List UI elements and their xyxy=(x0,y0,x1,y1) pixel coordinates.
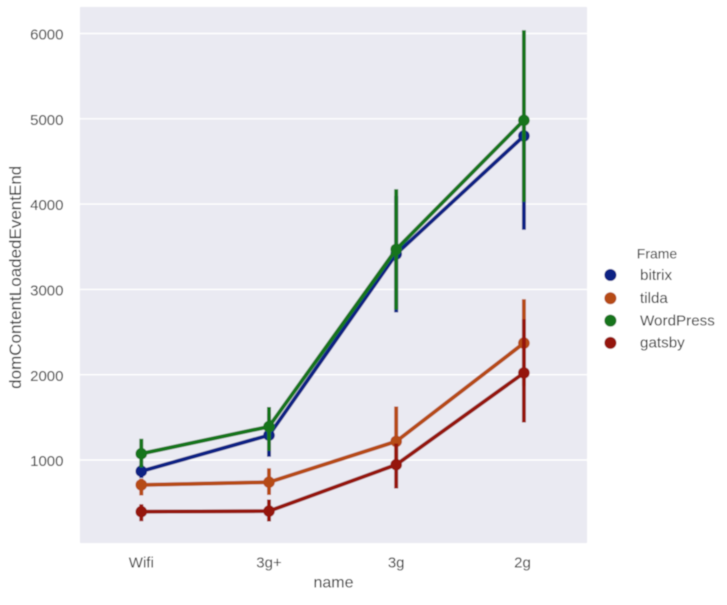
svg-text:1000: 1000 xyxy=(30,453,63,470)
svg-text:name: name xyxy=(313,575,353,592)
svg-text:2000: 2000 xyxy=(30,368,63,385)
svg-text:4000: 4000 xyxy=(30,197,63,214)
svg-text:5000: 5000 xyxy=(30,112,63,129)
svg-text:Wifi: Wifi xyxy=(129,555,154,572)
svg-text:tilda: tilda xyxy=(640,290,668,307)
svg-text:Frame: Frame xyxy=(637,246,678,262)
svg-text:3g+: 3g+ xyxy=(256,555,282,572)
svg-text:WordPress: WordPress xyxy=(640,312,715,329)
svg-text:bitrix: bitrix xyxy=(640,267,672,284)
svg-text:domContentLoadedEventEnd: domContentLoadedEventEnd xyxy=(6,166,25,389)
svg-text:2g: 2g xyxy=(514,555,531,572)
svg-text:gatsby: gatsby xyxy=(640,335,685,352)
svg-text:3g: 3g xyxy=(388,555,405,572)
svg-text:3000: 3000 xyxy=(30,283,63,300)
svg-text:6000: 6000 xyxy=(30,27,63,44)
